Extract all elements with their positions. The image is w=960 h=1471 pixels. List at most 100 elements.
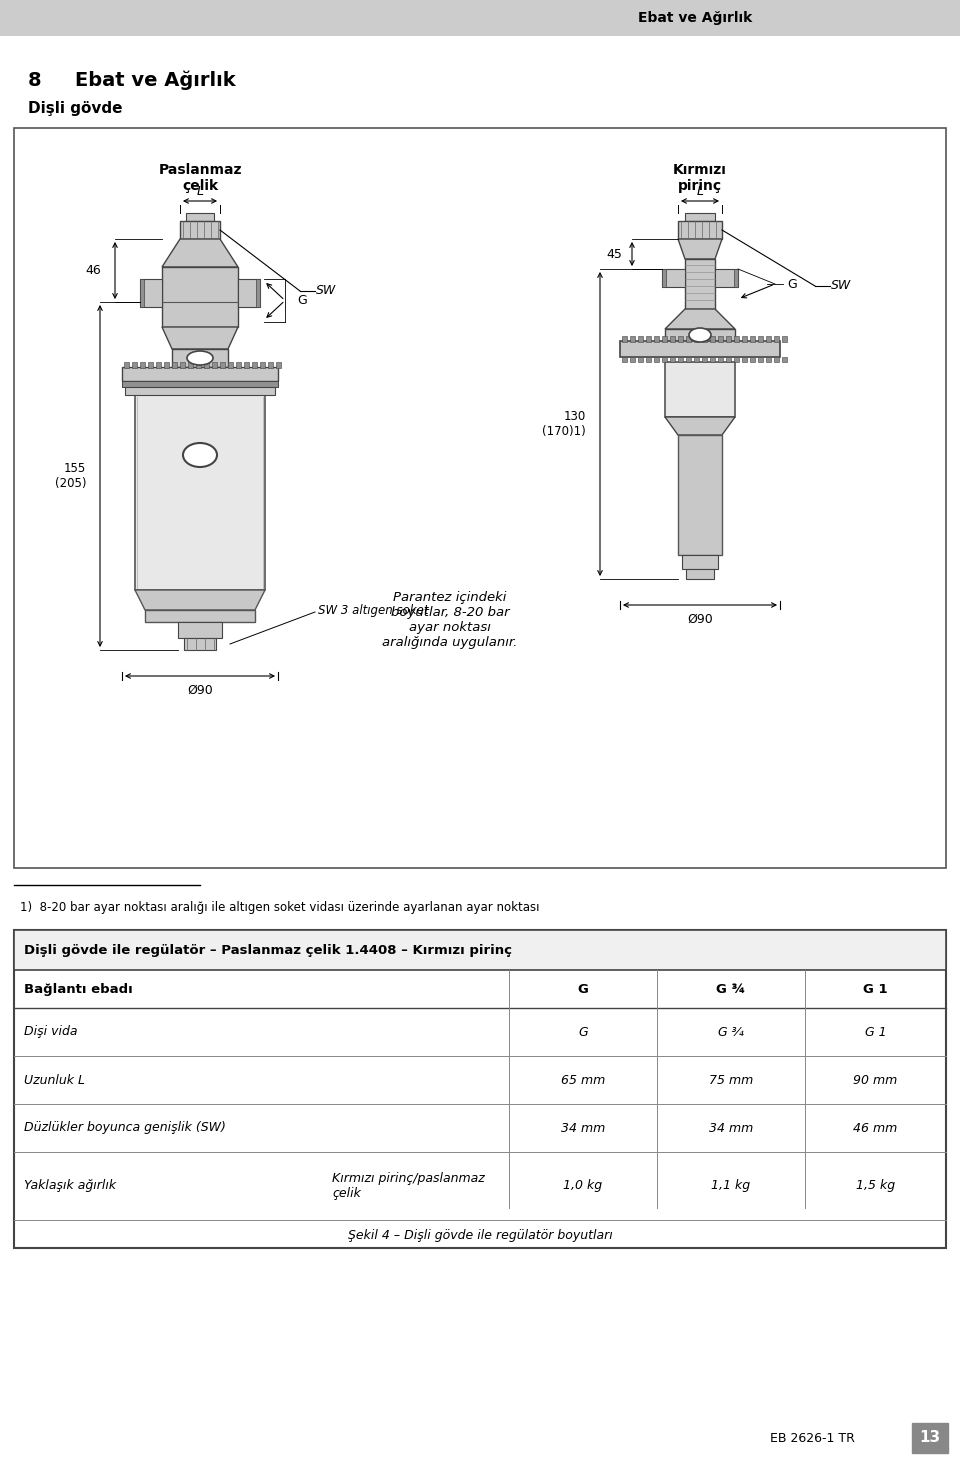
Bar bbox=[184, 638, 216, 650]
Bar bbox=[766, 357, 771, 362]
Bar bbox=[662, 357, 667, 362]
Text: G: G bbox=[578, 1025, 588, 1039]
Bar bbox=[654, 357, 659, 362]
Bar bbox=[678, 221, 722, 238]
Bar bbox=[670, 335, 675, 341]
Bar bbox=[180, 362, 185, 368]
Polygon shape bbox=[665, 309, 735, 330]
Text: 1,1 kg: 1,1 kg bbox=[711, 1180, 751, 1193]
Polygon shape bbox=[678, 238, 722, 259]
Text: 46 mm: 46 mm bbox=[853, 1121, 898, 1134]
Bar bbox=[252, 362, 257, 368]
Bar bbox=[734, 335, 739, 341]
Polygon shape bbox=[162, 238, 238, 268]
Bar bbox=[135, 396, 265, 590]
Bar bbox=[172, 362, 177, 368]
Text: Parantez içindeki
boyutlar, 8-20 bar
ayar noktası
aralığında uygulanır.: Parantez içindeki boyutlar, 8-20 bar aya… bbox=[382, 591, 517, 649]
Bar bbox=[750, 335, 755, 341]
Bar bbox=[140, 362, 145, 368]
Bar bbox=[665, 362, 735, 416]
Text: Yaklaşık ağırlık: Yaklaşık ağırlık bbox=[24, 1180, 116, 1193]
Text: 34 mm: 34 mm bbox=[561, 1121, 605, 1134]
Text: 8: 8 bbox=[28, 71, 41, 90]
Bar bbox=[774, 335, 779, 341]
Bar bbox=[620, 341, 780, 357]
Bar bbox=[0, 0, 960, 35]
Text: Ø90: Ø90 bbox=[187, 684, 213, 696]
Bar bbox=[256, 279, 260, 307]
Bar bbox=[718, 357, 723, 362]
Text: 1)  8-20 bar ayar noktası aralığı ile altıgen soket vidası üzerinde ayarlanan ay: 1) 8-20 bar ayar noktası aralığı ile alt… bbox=[20, 902, 540, 913]
Bar bbox=[734, 269, 738, 287]
Text: Ebat ve Ağırlık: Ebat ve Ağırlık bbox=[75, 71, 235, 90]
Bar bbox=[662, 269, 666, 287]
Text: SW 3 altıgen soket: SW 3 altıgen soket bbox=[318, 603, 428, 616]
Bar bbox=[164, 362, 169, 368]
Bar bbox=[238, 279, 260, 307]
Bar bbox=[654, 335, 659, 341]
Bar bbox=[782, 357, 787, 362]
Bar bbox=[702, 335, 707, 341]
Text: 45: 45 bbox=[606, 247, 622, 260]
Bar bbox=[156, 362, 161, 368]
Text: L: L bbox=[697, 184, 704, 197]
Bar bbox=[268, 362, 273, 368]
Ellipse shape bbox=[183, 443, 217, 466]
Bar bbox=[140, 279, 144, 307]
Bar bbox=[162, 268, 238, 327]
Bar bbox=[204, 362, 209, 368]
Text: G ¾: G ¾ bbox=[718, 1025, 744, 1039]
Text: 46: 46 bbox=[85, 263, 101, 277]
Text: Kırmızı
pirinç: Kırmızı pirinç bbox=[673, 163, 727, 193]
Text: G 1: G 1 bbox=[863, 983, 888, 996]
Text: Kırmızı pirinç/paslanmaz
çelik: Kırmızı pirinç/paslanmaz çelik bbox=[332, 1172, 485, 1200]
Bar bbox=[180, 221, 220, 238]
Bar bbox=[694, 335, 699, 341]
Bar bbox=[685, 259, 715, 309]
Text: 1,0 kg: 1,0 kg bbox=[564, 1180, 603, 1193]
Text: Düzlükler boyunca genişlik (SW): Düzlükler boyunca genişlik (SW) bbox=[24, 1121, 226, 1134]
Polygon shape bbox=[665, 416, 735, 435]
Text: Dişi vida: Dişi vida bbox=[24, 1025, 78, 1039]
Text: G: G bbox=[578, 983, 588, 996]
Bar bbox=[758, 335, 763, 341]
Bar bbox=[14, 930, 946, 1247]
Bar bbox=[196, 362, 201, 368]
Bar bbox=[742, 335, 747, 341]
Text: L: L bbox=[197, 184, 204, 197]
Bar bbox=[122, 381, 278, 387]
Bar bbox=[742, 357, 747, 362]
Bar bbox=[14, 128, 946, 868]
Bar bbox=[638, 357, 643, 362]
Text: Dişli gövde: Dişli gövde bbox=[28, 100, 123, 116]
Bar bbox=[172, 349, 228, 366]
Polygon shape bbox=[135, 590, 265, 610]
Bar bbox=[715, 269, 738, 287]
Text: 130
(170)1): 130 (170)1) bbox=[542, 410, 586, 438]
Bar bbox=[662, 269, 685, 287]
Bar bbox=[686, 357, 691, 362]
Bar bbox=[122, 366, 278, 381]
Bar bbox=[710, 357, 715, 362]
Bar bbox=[694, 357, 699, 362]
Bar bbox=[260, 362, 265, 368]
Bar bbox=[220, 362, 225, 368]
Text: Dişli gövde ile regülatör – Paslanmaz çelik 1.4408 – Kırmızı pirinç: Dişli gövde ile regülatör – Paslanmaz çe… bbox=[24, 943, 512, 956]
Text: 34 mm: 34 mm bbox=[708, 1121, 754, 1134]
Text: G 1: G 1 bbox=[865, 1025, 886, 1039]
Bar bbox=[686, 569, 714, 580]
Bar bbox=[276, 362, 281, 368]
Bar bbox=[244, 362, 249, 368]
Text: 65 mm: 65 mm bbox=[561, 1074, 605, 1087]
Text: 90 mm: 90 mm bbox=[853, 1074, 898, 1087]
Bar bbox=[630, 335, 635, 341]
Bar bbox=[145, 610, 255, 622]
Bar bbox=[236, 362, 241, 368]
Text: 1,5 kg: 1,5 kg bbox=[856, 1180, 895, 1193]
Bar bbox=[665, 330, 735, 341]
Bar bbox=[912, 1422, 948, 1453]
Text: Şekil 4 – Dişli gövde ile regülatör boyutları: Şekil 4 – Dişli gövde ile regülatör boyu… bbox=[348, 1230, 612, 1243]
Bar bbox=[758, 357, 763, 362]
Ellipse shape bbox=[689, 328, 711, 341]
Bar bbox=[622, 357, 627, 362]
